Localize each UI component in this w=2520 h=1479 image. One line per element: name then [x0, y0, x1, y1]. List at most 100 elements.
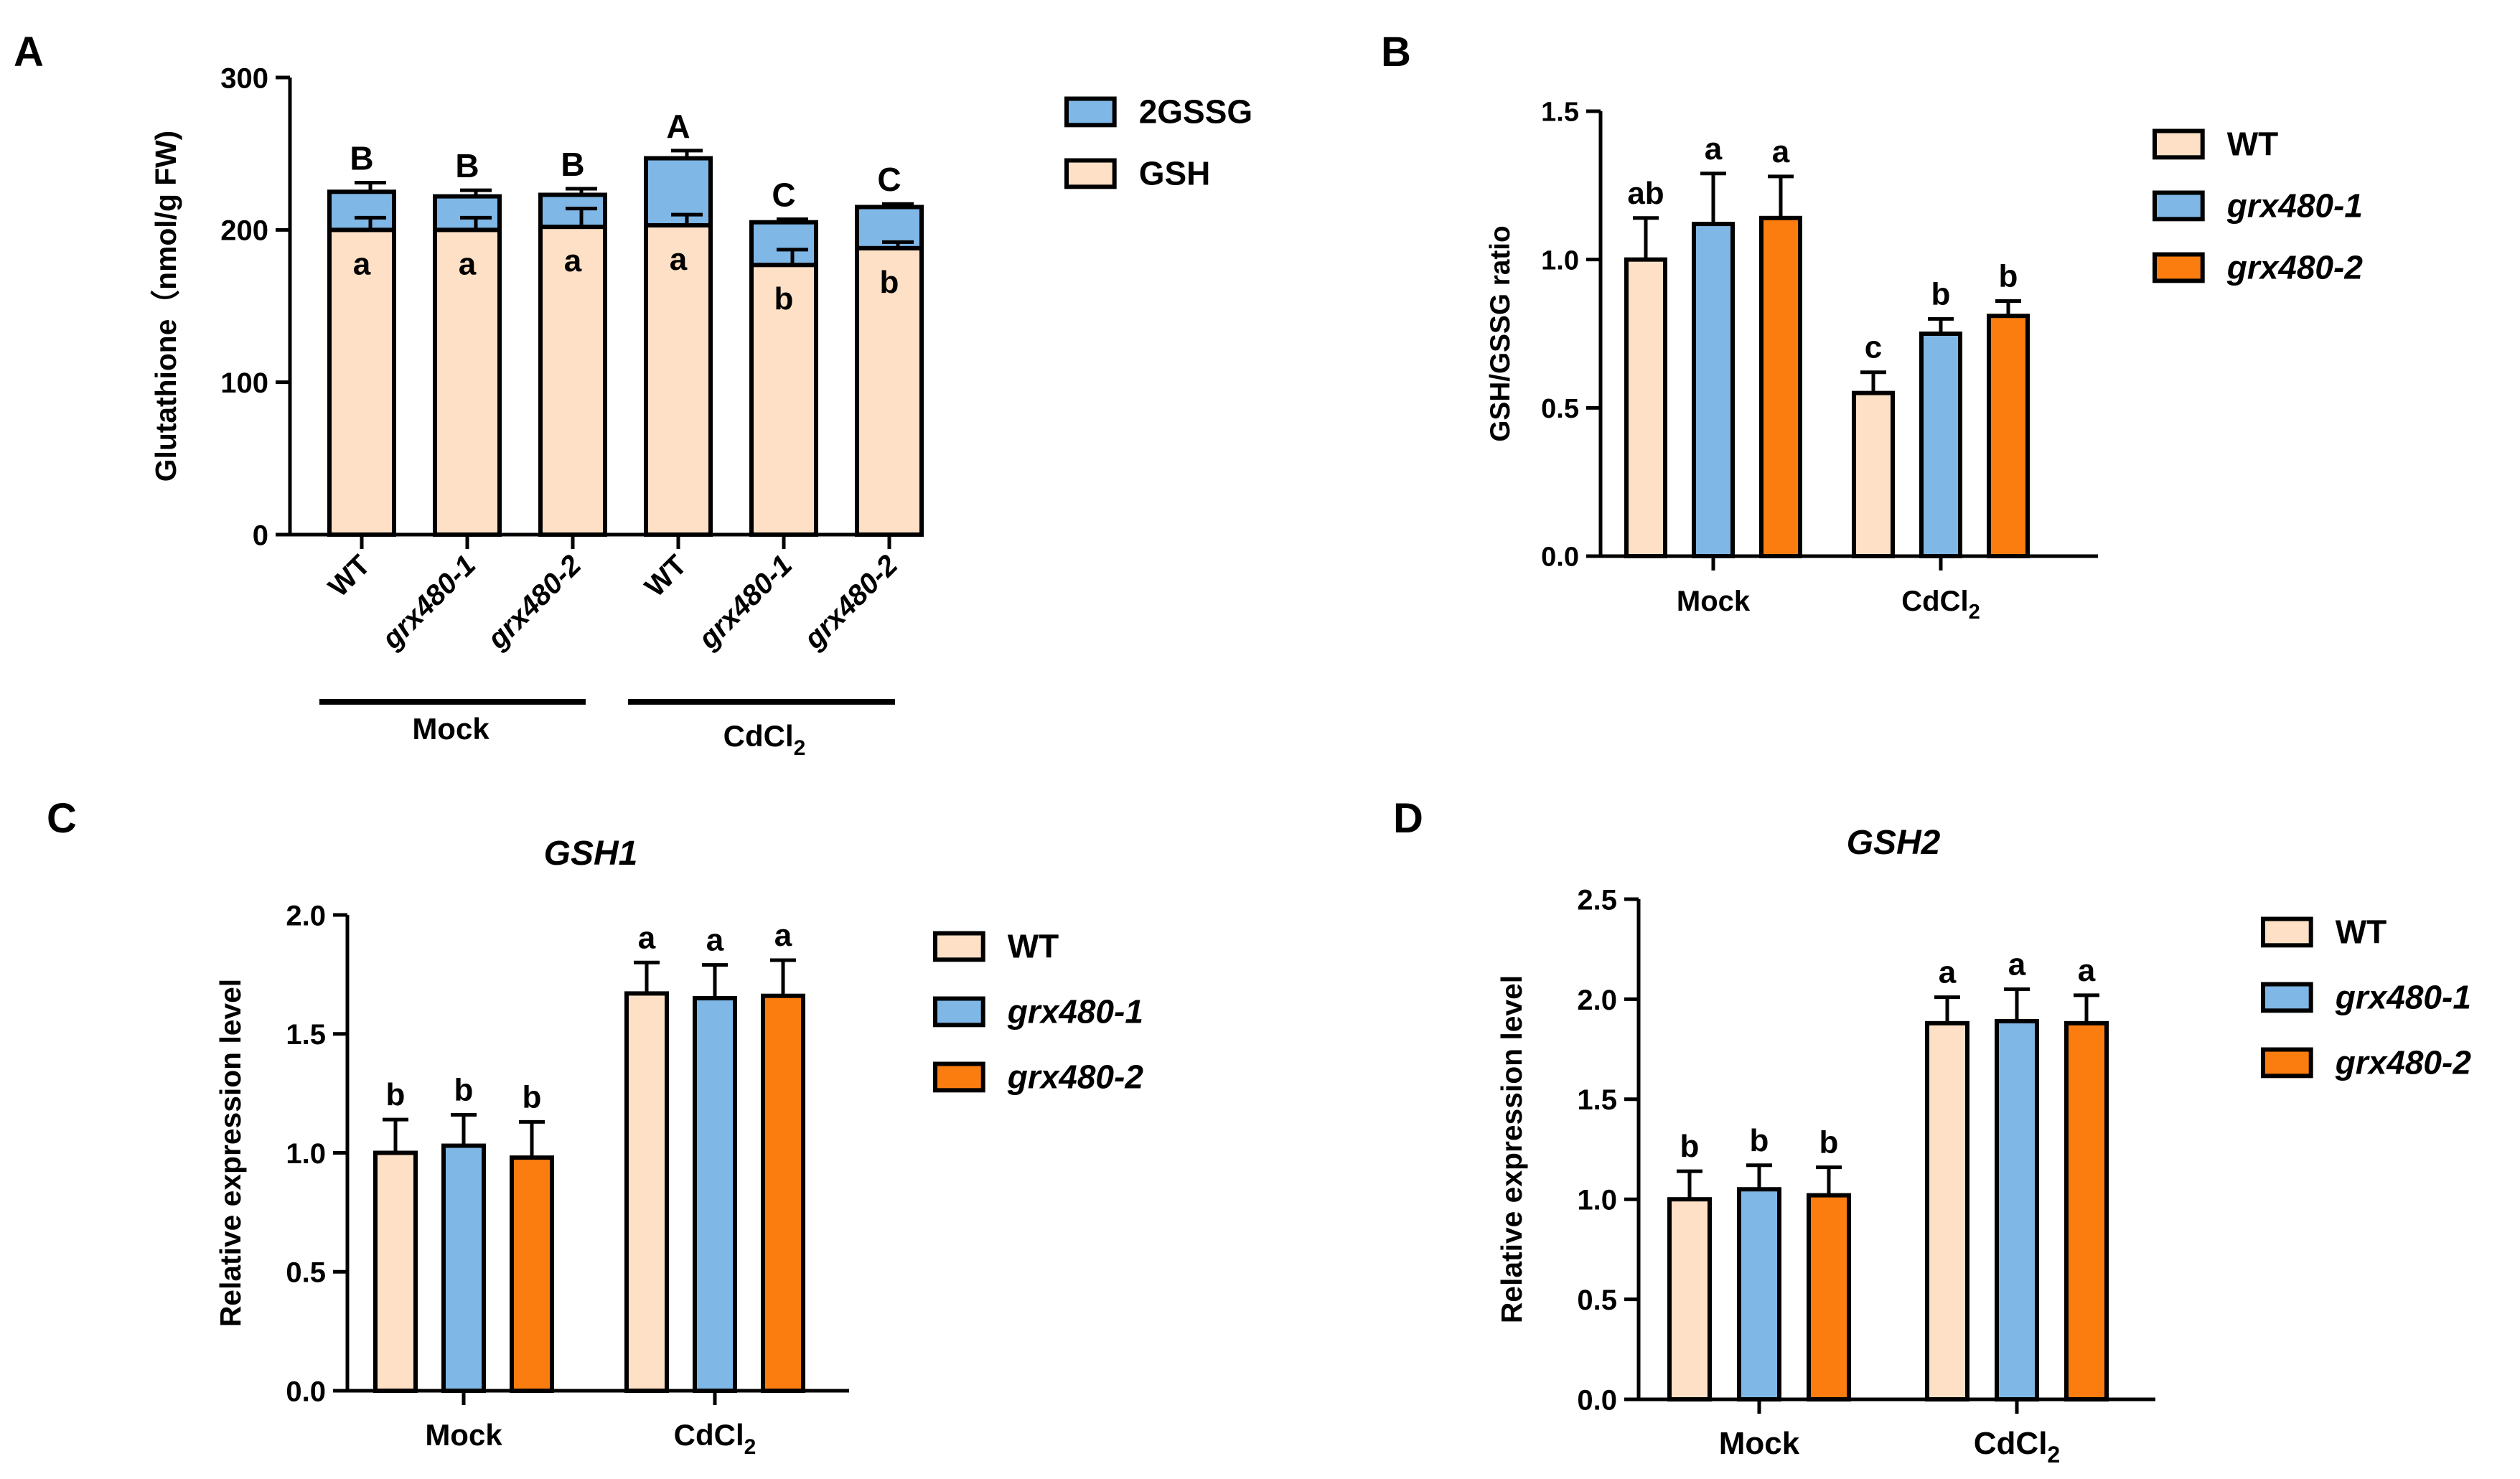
y-axis-label: Glutathione（nmol/g FW) — [149, 131, 182, 482]
y-tick-label: 2.0 — [1577, 985, 1617, 1016]
x-tick-label: grx480-1 — [375, 549, 482, 655]
bar-2gssg — [538, 192, 607, 230]
y-tick-label: 300 — [220, 62, 268, 94]
significance-label: a — [1939, 955, 1957, 990]
panel-label-d: D — [1393, 795, 1423, 842]
significance-label: ab — [1627, 176, 1664, 211]
significance-label-lower: a — [670, 242, 688, 277]
significance-label-lower: a — [353, 246, 371, 281]
y-tick-label: 1.5 — [1577, 1084, 1617, 1116]
x-category-label: CdCl2 — [1974, 1426, 2060, 1468]
significance-label-lower: b — [880, 265, 899, 300]
legend-swatch — [1064, 158, 1117, 189]
y-tick-label: 1.5 — [1541, 98, 1579, 128]
legend-swatch — [933, 931, 985, 962]
legend-swatch — [2261, 916, 2313, 948]
significance-label-upper: B — [561, 146, 584, 183]
bar-grx480-1 — [1737, 1187, 1781, 1401]
significance-label-upper: B — [455, 147, 479, 184]
legend-swatch — [2153, 252, 2205, 283]
significance-label: b — [523, 1079, 542, 1114]
significance-label: b — [1931, 276, 1951, 311]
significance-label: a — [1772, 134, 1790, 169]
y-tick-label: 0.0 — [286, 1376, 326, 1407]
y-axis-label: Relative expression level — [214, 979, 247, 1327]
legend-label: 2GSSG — [1139, 93, 1253, 131]
significance-label: a — [774, 918, 792, 953]
significance-label-upper: C — [772, 176, 795, 213]
panel-d: D GSH2 0.0 0.5 1.0 1.5 2.0 2.5 Relative expressi… — [1393, 795, 2471, 1468]
significance-label: a — [706, 923, 724, 958]
x-category-label: CdCl2 — [1901, 586, 1980, 624]
bar-grx480-1 — [441, 1143, 486, 1394]
significance-label: b — [386, 1077, 406, 1112]
y-tick-label: 200 — [220, 215, 268, 247]
chart-title: GSH1 — [544, 835, 638, 873]
significance-label: c — [1865, 330, 1882, 365]
legend-label: grx480-1 — [2335, 979, 2471, 1016]
x-tick-label: WT — [322, 549, 376, 603]
bar-WT — [1852, 390, 1895, 559]
significance-label: a — [2078, 953, 2096, 988]
significance-label-upper: C — [877, 161, 901, 198]
bar-2gssg — [327, 189, 396, 233]
panel-label-b: B — [1381, 29, 1411, 75]
bar-gsh — [327, 227, 396, 537]
y-tick-label: 0.5 — [1541, 394, 1579, 424]
significance-label: a — [1705, 131, 1723, 166]
bar-grx480-1 — [1919, 332, 1962, 558]
x-category-label: Mock — [1677, 586, 1751, 617]
group-label-cdcl2: CdCl2 — [723, 719, 806, 760]
y-tick-label: 2.0 — [286, 900, 326, 931]
y-tick-label: 0.0 — [1577, 1384, 1617, 1416]
legend-label: grx480-2 — [2335, 1044, 2472, 1081]
bar-grx480-1 — [693, 996, 737, 1393]
legend-label: grx480-2 — [1007, 1058, 1144, 1096]
significance-label-upper: A — [666, 108, 690, 145]
significance-label: a — [2008, 947, 2026, 982]
legend-label: grx480-1 — [1007, 993, 1143, 1030]
legend-label: WT — [1008, 928, 1059, 965]
bar-2gssg — [749, 220, 818, 268]
bar-WT — [373, 1150, 418, 1393]
y-tick-label: 0.5 — [1577, 1285, 1617, 1316]
legend-label: WT — [2227, 126, 2279, 163]
bar-grx480-1 — [1692, 222, 1735, 558]
x-tick-label: grx480-2 — [797, 549, 904, 655]
legend-swatch — [2261, 982, 2313, 1013]
bar-WT — [1925, 1020, 1969, 1401]
bar-grx480-2 — [761, 993, 805, 1393]
x-category-label: Mock — [425, 1418, 502, 1452]
x-category-label: CdCl2 — [674, 1418, 757, 1459]
legend-label: grx480-2 — [2226, 249, 2364, 286]
significance-label: b — [1999, 259, 2018, 294]
bar-gsh — [855, 245, 924, 537]
significance-label-upper: B — [350, 140, 373, 177]
legend-swatch — [2153, 190, 2205, 222]
significance-label: a — [638, 920, 656, 955]
y-axis-label: GSH/GSSG ratio — [1485, 225, 1516, 441]
legend-swatch — [1064, 96, 1117, 128]
panel-b: B 0.0 0.5 1.0 1.5 GSH/GSSG ratio Mock ab a a CdCl2… — [1381, 29, 2363, 624]
significance-label: b — [454, 1072, 474, 1107]
bar-grx480-2 — [1759, 215, 1802, 558]
chart-title: GSH2 — [1847, 824, 1941, 862]
significance-label-lower: a — [564, 243, 582, 278]
y-tick-label: 0.0 — [1541, 543, 1579, 573]
bar-grx480-2 — [1807, 1193, 1851, 1402]
bar-WT — [624, 991, 669, 1393]
x-category-label: Mock — [1719, 1426, 1800, 1461]
panel-a: A 0 100 200 300 Glutathione（nmol/g FW) a B WT a Bg… — [14, 29, 1252, 760]
bar-grx480-1 — [1995, 1019, 2039, 1401]
y-tick-label: 0.5 — [286, 1257, 326, 1289]
bar-WT — [1667, 1197, 1712, 1401]
x-tick-label: grx480-1 — [692, 549, 798, 655]
legend-swatch — [933, 1061, 985, 1093]
bar-grx480-2 — [510, 1155, 554, 1393]
legend-label: GSH — [1139, 155, 1211, 192]
y-tick-label: 1.5 — [286, 1019, 326, 1051]
panel-label-a: A — [14, 29, 44, 75]
y-tick-label: 2.5 — [1577, 884, 1617, 916]
bar-2gssg — [433, 194, 502, 233]
